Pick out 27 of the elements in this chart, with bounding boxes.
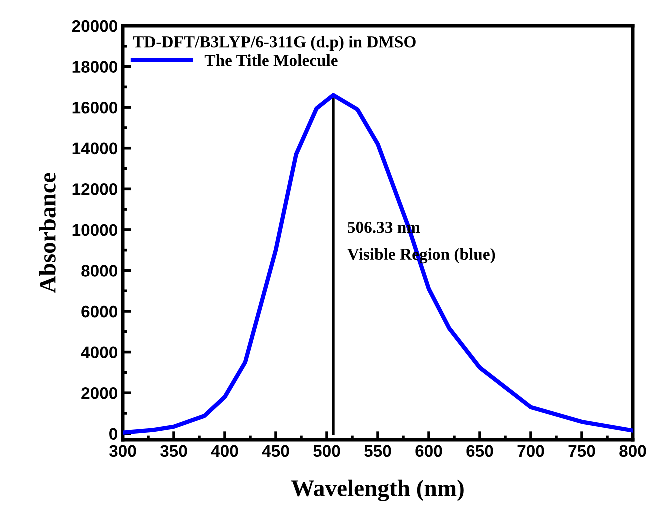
x-tick-label: 750 [568, 445, 596, 458]
x-tick-label: 650 [466, 445, 494, 458]
legend-label: The Title Molecule [204, 54, 338, 66]
y-tick-label: 0 [110, 428, 118, 440]
x-tick-label: 800 [620, 445, 646, 458]
line-series [123, 93, 633, 435]
y-tick-label: 18000 [72, 61, 118, 73]
y-tick-label: 2000 [82, 387, 118, 400]
x-tick-label: 600 [416, 445, 442, 458]
x-tick-label: 500 [314, 445, 340, 458]
y-tick-label: 14000 [72, 142, 118, 155]
y-axis-title: Absorbance [39, 173, 56, 294]
y-tick-label: 20000 [72, 20, 118, 32]
x-tick-label: 550 [364, 445, 392, 458]
y-tick-label: 10000 [72, 224, 118, 236]
y-tick-label: 4000 [81, 346, 118, 359]
legend-title: TD-DFT/B3LYP/6-311G (d.p) in DMSO [133, 36, 416, 52]
y-tick-label: 6000 [82, 306, 118, 318]
x-tick-label: 400 [211, 445, 238, 458]
x-tick-label: 350 [160, 445, 188, 458]
y-tick-label: 8000 [82, 265, 118, 277]
y-tick-label: 16000 [72, 102, 118, 114]
x-tick-label: 450 [262, 445, 290, 458]
y-tick-label: 12000 [72, 184, 118, 196]
x-axis-title: Wavelength (nm) [291, 480, 464, 502]
x-tick-label: 700 [518, 445, 544, 458]
x-tick-label: 300 [109, 445, 136, 458]
